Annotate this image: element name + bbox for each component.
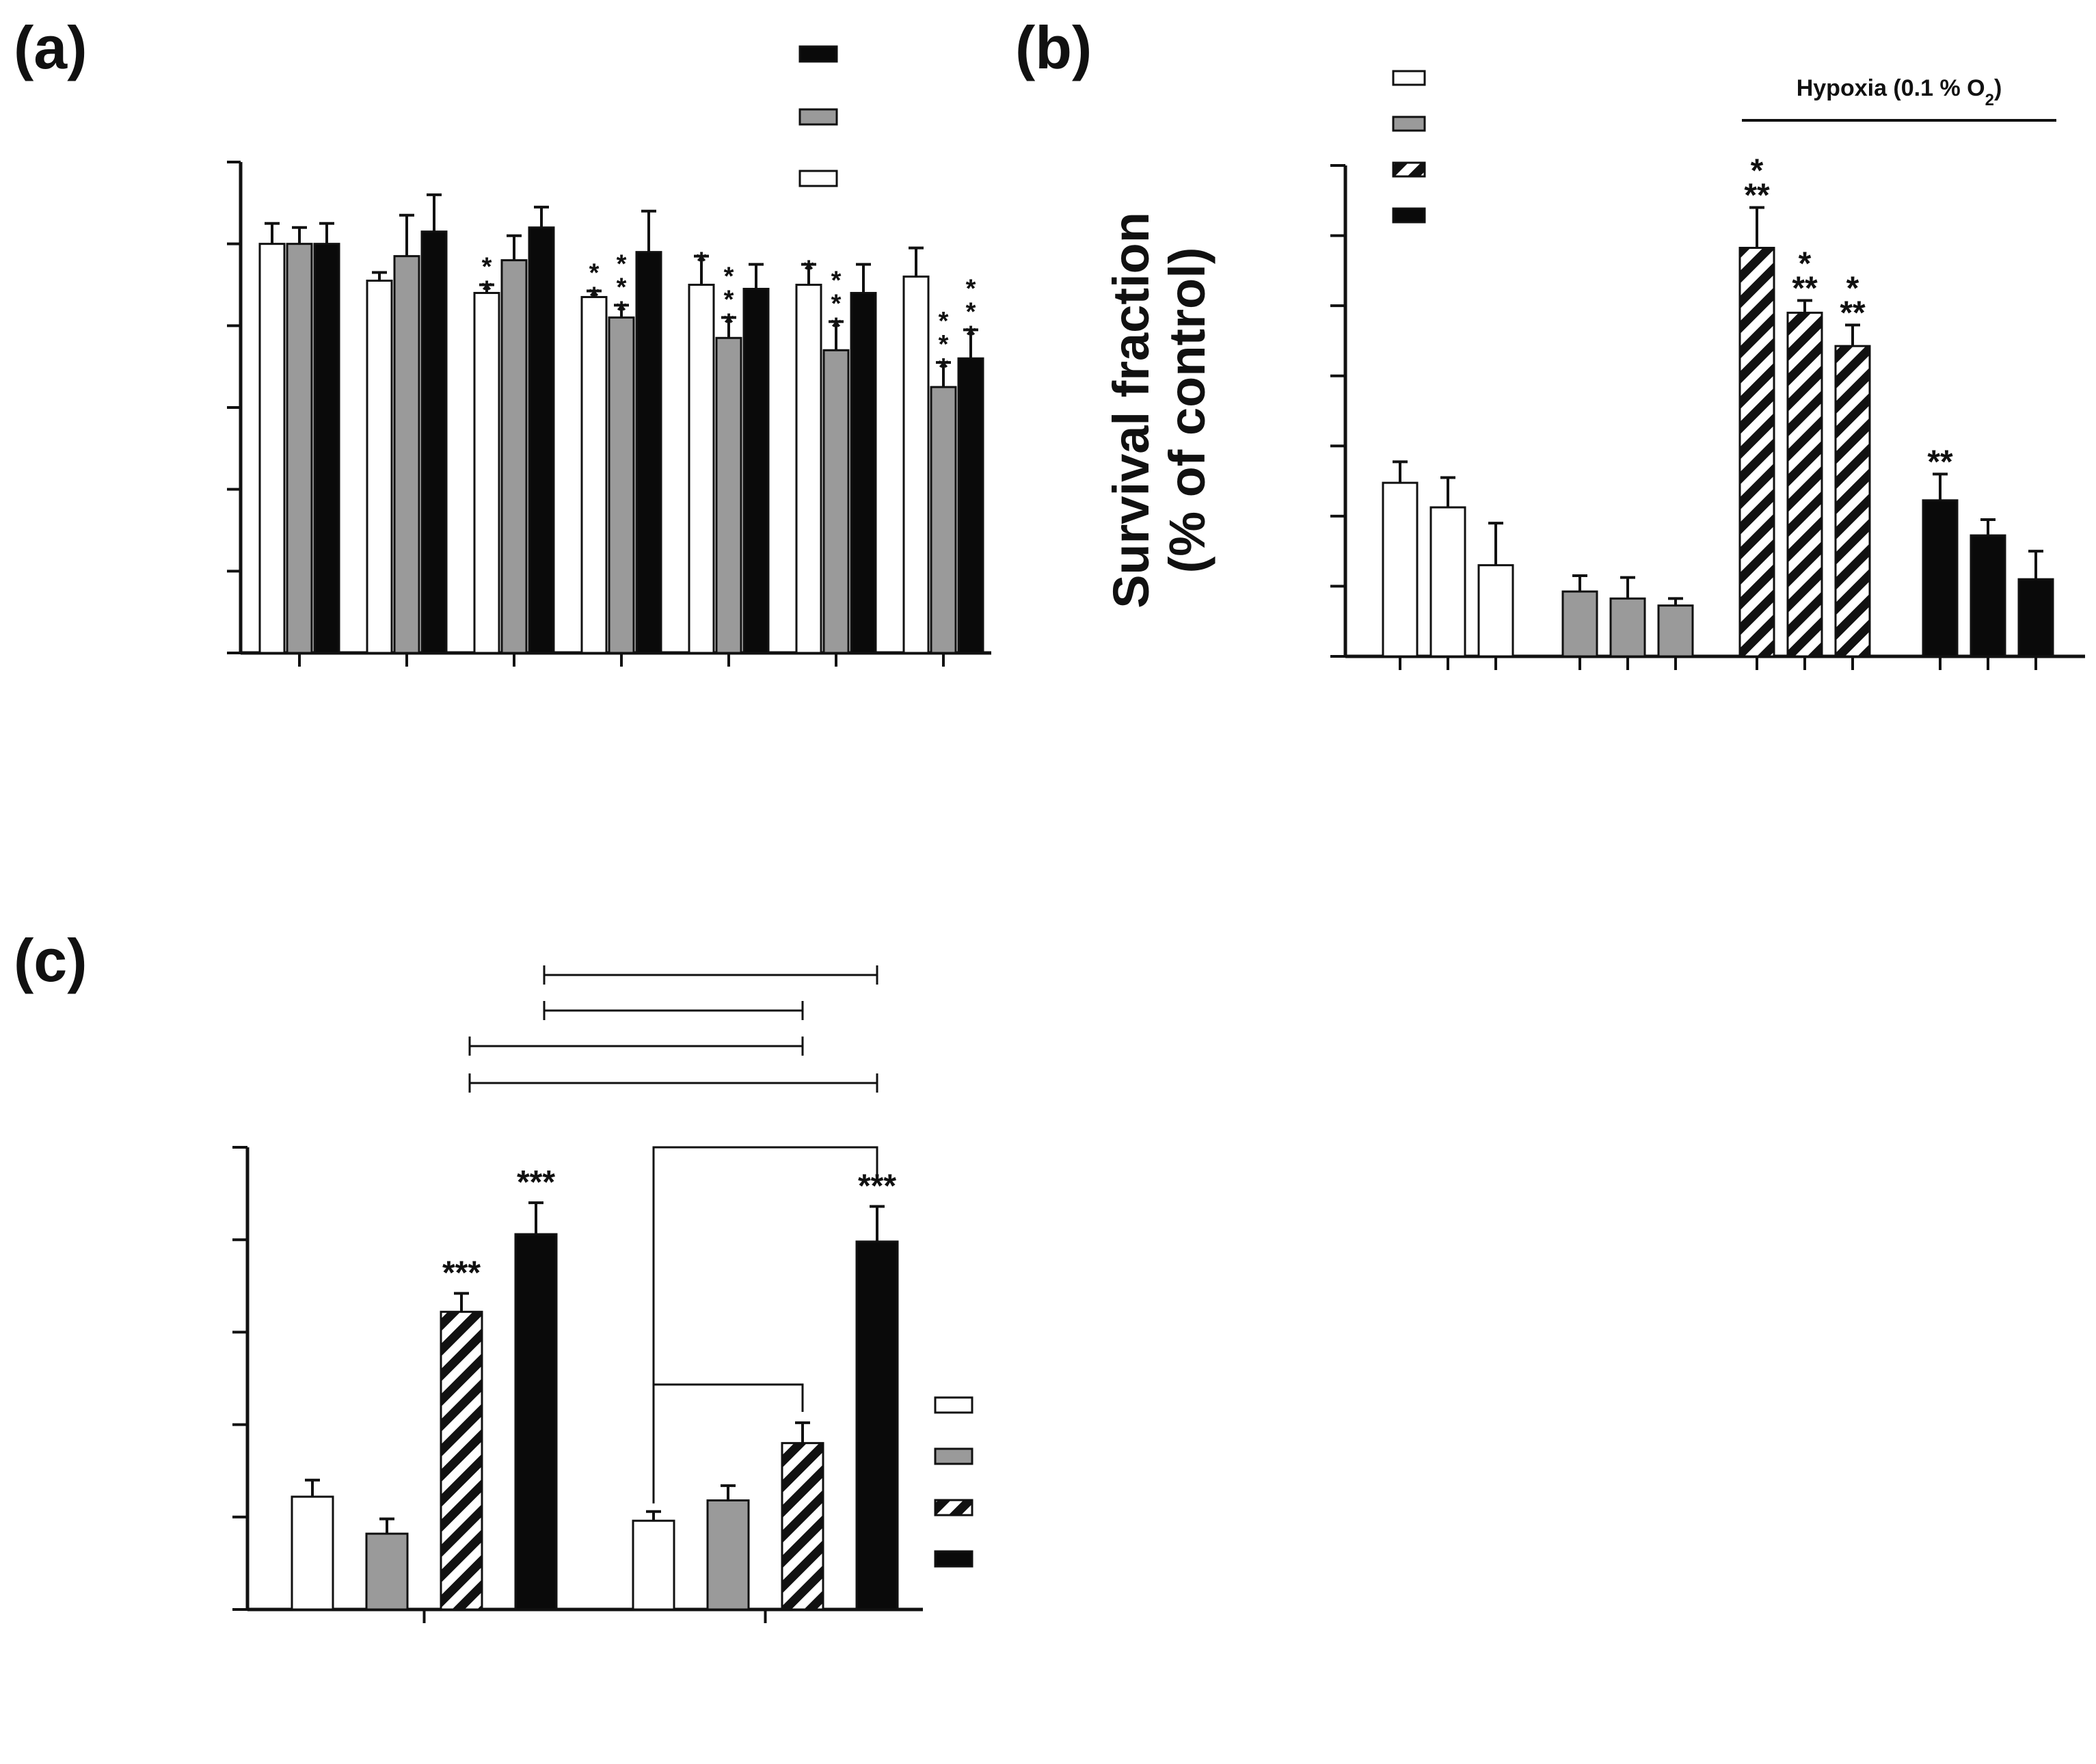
a-significance-star: * [939,330,949,359]
c-bar [781,1442,824,1611]
panel-a-label: (a) [14,14,88,81]
b-bar [1561,590,1598,658]
a-bar [715,336,742,654]
a-bar [902,276,930,654]
a-significance-star: * [482,253,492,282]
b-bar [1609,597,1646,658]
b-bar [1738,247,1775,658]
b-y-axis-title-line2: (% of control) [1159,248,1215,574]
a-bar [473,291,500,654]
c-bar [706,1499,750,1611]
chart-c: ****** *** [232,965,973,1623]
b-bar [2017,578,2054,658]
chart-b: ***********Survival fraction(% of contro… [1103,70,2085,670]
b-hypoxia-annotation-close: ) [1994,75,2002,101]
a-significance-star: * [724,262,734,291]
b-significance-star: * [1751,153,1764,189]
a-significance-star: * [831,266,842,295]
b-significance-stars: ** [1840,295,1866,331]
a-significance-star: * [697,248,707,276]
c-bar [440,1311,483,1611]
c-legend-swatch [934,1499,973,1516]
b-significance-star: * [1846,270,1859,306]
a-significance-star: * [617,273,627,302]
a-bar [366,280,393,654]
a-significance-star: * [939,353,949,382]
b-bar [1786,311,1823,658]
a-significance-star: * [804,256,814,284]
b-bar [1429,506,1466,658]
a-bar [850,291,877,654]
a-significance-star: * [966,297,976,326]
a-bar [393,255,420,654]
a-bar [930,386,957,654]
a-significance-star: * [831,289,842,318]
a-significance-star: * [482,276,492,305]
b-y-axis-title: Survival fraction(% of control) [1103,212,1215,609]
c-legend-swatch [934,1447,973,1465]
c-significance-stars: *** [517,1164,555,1201]
a-bar [795,284,822,654]
c-bracket [652,1146,878,1504]
a-significance-star: * [617,250,627,278]
b-hypoxia-annotation-text: Hypoxia (0.1 % O [1797,75,1985,101]
a-bar [688,284,715,654]
a-significance-star: * [724,285,734,314]
a-bar [258,243,286,654]
c-bracket [652,1383,804,1504]
a-bar [286,243,313,654]
a-significance-star: * [966,274,976,303]
b-significance-stars: ** [1927,444,1953,480]
c-legend-swatch [934,1396,973,1414]
b-bar [1922,499,1959,658]
panel-c-label: (c) [14,926,88,994]
a-bar [742,287,770,654]
a-bar [420,230,448,654]
b-significance-stars: ** [1792,270,1818,306]
c-bar [632,1519,675,1611]
a-bar [500,259,528,654]
b-bar [1834,345,1871,658]
b-significance-star: * [1799,245,1812,282]
a-bar [528,226,555,654]
b-y-axis-title-line1: Survival fraction [1103,212,1159,609]
a-bar [580,295,608,654]
b-legend-swatch [1392,116,1426,132]
b-bar [1477,564,1514,658]
a-significance-star: * [831,312,842,341]
b-bar [1970,534,2006,658]
a-significance-star: * [939,307,949,336]
b-hypoxia-annotation-subscript: 2 [1985,91,1994,109]
c-bar [365,1532,409,1611]
chart-a: ************ *** ****** [227,45,991,667]
a-bar [313,243,340,654]
c-significance-stars: *** [442,1255,481,1292]
b-legend-swatch [1392,70,1426,86]
a-legend-swatch [798,108,838,126]
a-legend-swatch [798,170,838,187]
b-legend-swatch [1392,207,1426,224]
a-bar [635,251,662,654]
b-bar [1382,481,1419,658]
a-significance-star: * [617,296,627,325]
c-bar [855,1240,899,1611]
a-bar [608,316,635,654]
a-significance-star: * [966,321,976,349]
b-significance-stars: ** [1744,178,1770,214]
c-legend-swatch [934,1550,973,1568]
a-significance-star: * [724,308,734,337]
b-legend-swatch [1392,161,1426,178]
a-bar [957,357,984,654]
a-legend-swatch [798,45,838,63]
c-bar [514,1233,558,1611]
c-bar [291,1495,334,1611]
a-significance-star: * [589,282,600,310]
a-significance-star: * [589,258,600,287]
a-bar [822,349,850,654]
b-bar [1657,604,1694,658]
b-hypoxia-annotation: Hypoxia (0.1 % O2) [1797,75,2002,109]
panel-b-label: (b) [1015,14,1092,81]
